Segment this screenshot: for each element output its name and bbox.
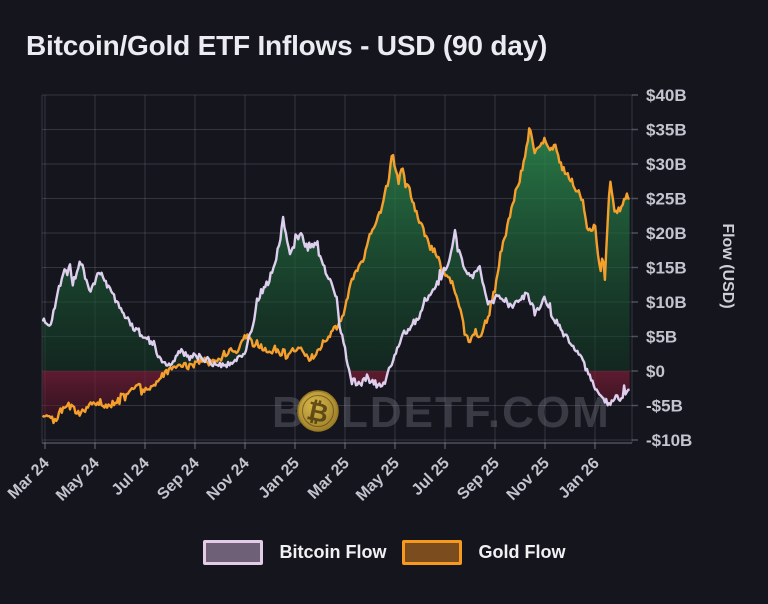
- y-tick-label: $5B: [646, 328, 677, 347]
- gold-flow-line: [42, 127, 630, 425]
- y-tick-label: $10B: [646, 293, 687, 312]
- bitcoin-swatch-icon: [202, 540, 263, 565]
- gold-swatch-icon: [401, 540, 462, 565]
- legend-label-gold: Gold Flow: [478, 542, 566, 562]
- x-tick-label: May 24: [53, 455, 103, 505]
- axes: [42, 94, 638, 449]
- x-tick-labels: Mar 24 May 24 Jul 24 Sep 24 Nov 24 Jan 25 Mar …: [5, 455, 603, 505]
- x-tick-label: Nov 25: [504, 455, 553, 504]
- y-axis-title: Flow (USD): [719, 223, 736, 309]
- x-tick-label: Jul 24: [109, 455, 153, 499]
- y-tick-label: -$5B: [646, 397, 683, 416]
- x-tick-label: Sep 24: [154, 455, 203, 504]
- watermark-text-suffix: LDETF.COM: [341, 388, 611, 437]
- x-tick-label: Mar 24: [5, 455, 53, 503]
- chart-legend: Bitcoin Flow Gold Flow: [0, 540, 768, 565]
- x-tick-label: Sep 25: [454, 455, 503, 504]
- y-tick-label: $35B: [646, 121, 687, 140]
- y-tick-label: -$10B: [646, 431, 692, 450]
- x-tick-label: Jan 26: [556, 455, 603, 502]
- legend-item-bitcoin[interactable]: Bitcoin Flow: [202, 540, 387, 565]
- x-tick-label: Jan 25: [256, 455, 303, 502]
- y-tick-labels: $40B $35B $30B $25B $20B $15B $10B $5B $0 -$5B -$1…: [646, 86, 692, 450]
- y-tick-label: $20B: [646, 224, 687, 243]
- between-series-fill: [42, 128, 630, 423]
- y-tick-label: $15B: [646, 259, 687, 278]
- legend-label-bitcoin: Bitcoin Flow: [279, 542, 387, 562]
- bitcoin-coin-icon: ₿: [297, 390, 339, 432]
- y-tick-label: $40B: [646, 86, 687, 105]
- series-lines: [42, 127, 630, 425]
- x-tick-label: Jul 25: [409, 455, 453, 499]
- bitcoin-flow-line: [42, 215, 630, 407]
- watermark: B₿ LDETF.COM: [272, 388, 611, 437]
- y-tick-label: $30B: [646, 155, 687, 174]
- chart-title: Bitcoin/Gold ETF Inflows - USD (90 day): [26, 30, 548, 61]
- legend-item-gold[interactable]: Gold Flow: [401, 540, 566, 565]
- x-tick-label: Mar 25: [305, 455, 353, 503]
- y-tick-label: $0: [646, 362, 665, 381]
- y-tick-label: $25B: [646, 190, 687, 209]
- x-tick-label: Nov 24: [204, 455, 253, 504]
- x-tick-label: May 25: [353, 455, 403, 505]
